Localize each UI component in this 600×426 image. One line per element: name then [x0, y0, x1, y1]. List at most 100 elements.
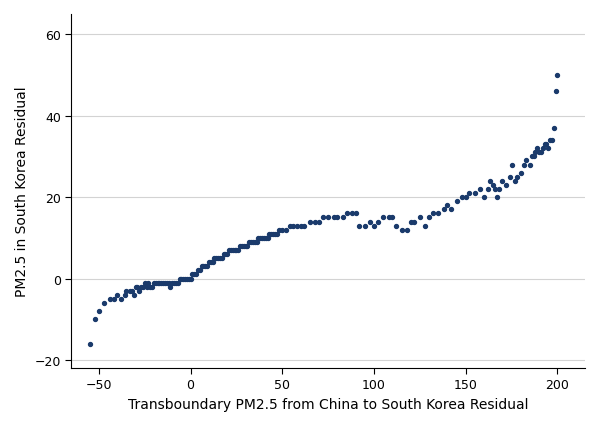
Point: [516, 170, 526, 177]
Point: [94, 308, 104, 315]
Point: [169, 279, 179, 286]
Point: [266, 231, 276, 238]
Point: [428, 210, 437, 217]
Point: [180, 276, 190, 282]
Point: [143, 279, 153, 286]
Point: [278, 227, 287, 233]
Point: [530, 150, 540, 156]
Point: [545, 138, 555, 144]
Point: [397, 227, 406, 233]
Point: [355, 223, 364, 230]
Point: [91, 316, 100, 323]
Point: [233, 247, 243, 254]
Point: [415, 215, 425, 222]
Point: [237, 243, 247, 250]
Point: [147, 284, 157, 291]
Point: [250, 239, 260, 246]
Point: [127, 288, 137, 294]
Point: [536, 150, 546, 156]
Point: [138, 284, 148, 291]
Point: [492, 194, 502, 201]
Point: [332, 215, 342, 222]
Point: [230, 247, 239, 254]
Point: [122, 288, 131, 294]
Point: [241, 243, 250, 250]
Point: [160, 279, 170, 286]
Point: [391, 223, 401, 230]
Point: [373, 219, 383, 225]
Point: [186, 276, 196, 282]
Point: [261, 235, 271, 242]
Point: [406, 219, 416, 225]
Point: [259, 235, 269, 242]
Point: [476, 186, 485, 193]
Point: [208, 259, 217, 266]
Point: [263, 235, 272, 242]
Point: [538, 146, 548, 153]
Point: [265, 231, 274, 238]
Point: [410, 219, 419, 225]
Point: [329, 215, 338, 222]
Point: [178, 276, 188, 282]
Point: [239, 243, 248, 250]
Point: [292, 223, 302, 230]
Point: [193, 268, 203, 274]
Point: [142, 284, 151, 291]
Point: [542, 141, 551, 148]
Point: [311, 219, 320, 225]
Point: [551, 89, 560, 95]
Point: [136, 284, 146, 291]
Point: [540, 141, 550, 148]
Point: [529, 154, 538, 161]
Point: [248, 239, 258, 246]
Point: [485, 178, 494, 185]
Point: [100, 300, 109, 307]
Point: [511, 178, 520, 185]
Point: [439, 207, 449, 213]
Point: [347, 210, 357, 217]
Point: [257, 235, 267, 242]
Point: [129, 292, 139, 299]
Point: [145, 284, 155, 291]
Point: [151, 279, 161, 286]
Point: [131, 284, 140, 291]
Point: [125, 288, 135, 294]
Point: [247, 239, 256, 246]
Point: [190, 271, 199, 278]
Point: [202, 263, 212, 270]
Point: [318, 215, 328, 222]
Point: [155, 279, 164, 286]
Point: [175, 276, 184, 282]
Point: [219, 251, 229, 258]
Point: [134, 288, 144, 294]
Point: [547, 138, 557, 144]
Point: [256, 235, 265, 242]
Point: [162, 279, 172, 286]
Point: [464, 190, 474, 197]
Point: [338, 215, 347, 222]
Point: [232, 247, 241, 254]
Point: [488, 182, 498, 189]
Point: [197, 263, 206, 270]
Point: [85, 340, 94, 347]
Point: [494, 186, 503, 193]
Point: [206, 259, 215, 266]
Point: [211, 255, 221, 262]
Point: [281, 227, 291, 233]
Point: [221, 251, 230, 258]
Point: [505, 174, 515, 181]
Point: [360, 223, 370, 230]
Point: [112, 292, 122, 299]
Point: [520, 162, 529, 169]
Point: [443, 202, 452, 209]
Point: [424, 215, 434, 222]
Point: [525, 162, 535, 169]
Point: [479, 194, 489, 201]
Point: [214, 255, 223, 262]
Point: [299, 223, 309, 230]
Point: [182, 276, 192, 282]
Point: [215, 255, 225, 262]
Point: [365, 219, 375, 225]
Point: [199, 263, 208, 270]
Point: [507, 162, 517, 169]
